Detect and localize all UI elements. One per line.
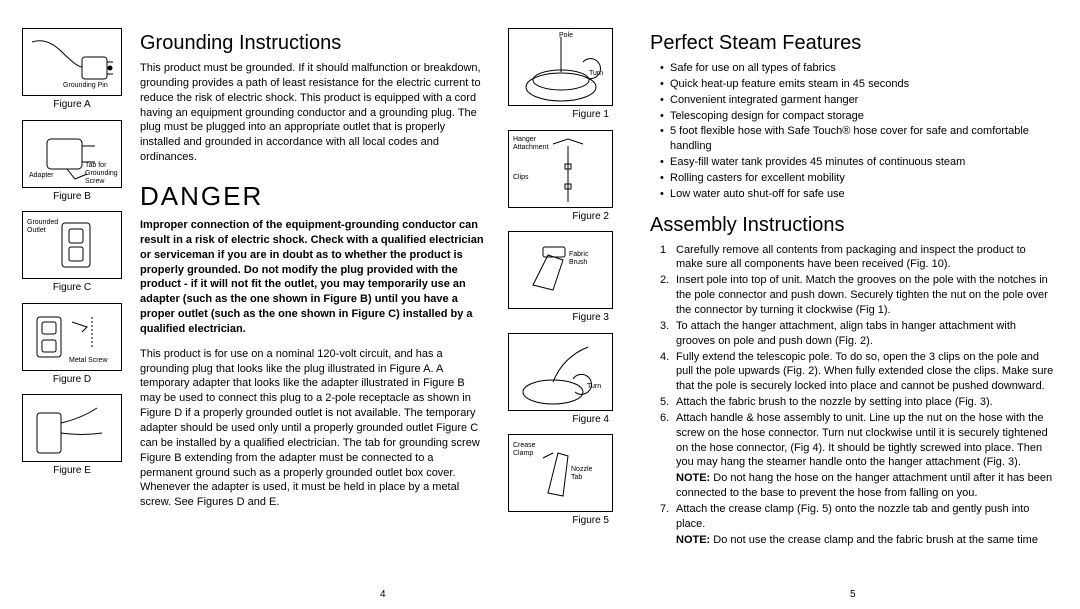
label-outlet: Outlet <box>27 226 46 235</box>
base-pole-icon <box>513 32 608 102</box>
figure-2-caption: Figure 2 <box>508 210 613 224</box>
feature-item: Rolling casters for excellent mobility <box>660 171 1055 186</box>
right-text-column: Perfect Steam Features Safe for use on a… <box>640 0 1080 609</box>
assembly-step: 7.Attach the crease clamp (Fig. 5) onto … <box>660 502 1055 532</box>
assembly-step: 6.Attach handle & hose assembly to unit.… <box>660 411 1055 470</box>
feature-item: Telescoping design for compact storage <box>660 109 1055 124</box>
features-title: Perfect Steam Features <box>650 30 1055 57</box>
brush-nozzle-icon <box>513 235 608 305</box>
figure-5-box: Crease Clamp Nozzle Tab <box>508 434 613 512</box>
danger-bold: Improper connection of the equipment-gro… <box>140 218 485 337</box>
grounding-p1: This product must be grounded. If it sho… <box>140 61 485 165</box>
label-turn1: Turn <box>589 69 603 78</box>
assembly-step: 5.Attach the fabric brush to the nozzle … <box>660 395 1055 410</box>
figure-c-box: Grounded Outlet <box>22 211 122 279</box>
danger-title: DANGER <box>140 179 485 214</box>
feature-item: Easy-fill water tank provides 45 minutes… <box>660 155 1055 170</box>
features-list: Safe for use on all types of fabrics Qui… <box>650 61 1055 202</box>
feature-item: Quick heat-up feature emits steam in 45 … <box>660 77 1055 92</box>
figure-d-box: Metal Screw <box>22 303 122 371</box>
assembly-note: NOTE: Do not hang the hose on the hanger… <box>660 471 1055 501</box>
label-metalscrew: Metal Screw <box>69 356 108 365</box>
figure-b-box: Adapter Tab for Grounding Screw <box>22 120 122 188</box>
assembly-title: Assembly Instructions <box>650 212 1055 239</box>
label-pole: Pole <box>559 31 573 40</box>
mid-figure-column: Pole Turn Figure 1 Hanger Attachment Cli… <box>500 0 640 609</box>
figure-a-box: Grounding Pin <box>22 28 122 96</box>
figure-e-caption: Figure E <box>22 464 122 478</box>
feature-item: 5 foot flexible hose with Safe Touch® ho… <box>660 124 1055 154</box>
label-grounding-pin: Grounding Pin <box>63 81 108 90</box>
label-clamp: Clamp <box>513 449 533 458</box>
label-clips: Clips <box>513 173 529 182</box>
figure-d-caption: Figure D <box>22 373 122 387</box>
page-number-left: 4 <box>380 588 386 602</box>
assembly-list: 1Carefully remove all contents from pack… <box>650 243 1055 548</box>
figure-1-caption: Figure 1 <box>508 108 613 122</box>
figure-1-box: Pole Turn <box>508 28 613 106</box>
hose-base-icon <box>513 337 608 407</box>
figure-3-box: Fabric Brush <box>508 231 613 309</box>
assembly-step: 3.To attach the hanger attachment, align… <box>660 319 1055 349</box>
danger-p2: This product is for use on a nominal 120… <box>140 347 485 510</box>
feature-item: Convenient integrated garment hanger <box>660 93 1055 108</box>
grounding-title: Grounding Instructions <box>140 30 485 57</box>
label-brush: Brush <box>569 258 587 267</box>
figure-e-box <box>22 394 122 462</box>
figure-3-caption: Figure 3 <box>508 311 613 325</box>
outlet-plug-icon <box>27 398 117 458</box>
left-text-column: Grounding Instructions This product must… <box>130 0 500 609</box>
label-adapter: Adapter <box>29 171 54 180</box>
figure-4-caption: Figure 4 <box>508 413 613 427</box>
figure-2-box: Hanger Attachment Clips <box>508 130 613 208</box>
label-screw: Screw <box>85 177 104 186</box>
figure-4-box: Turn <box>508 333 613 411</box>
assembly-step: 1Carefully remove all contents from pack… <box>660 243 1055 273</box>
figure-b-caption: Figure B <box>22 190 122 204</box>
label-tab: Tab <box>571 473 582 482</box>
feature-item: Safe for use on all types of fabrics <box>660 61 1055 76</box>
label-turn4: Turn <box>587 382 601 391</box>
left-figure-column: Grounding Pin Figure A Adapter Tab for G… <box>0 0 130 609</box>
assembly-note: NOTE: Do not use the crease clamp and th… <box>660 533 1055 548</box>
assembly-step: 2.Insert pole into top of unit. Match th… <box>660 273 1055 318</box>
figure-c-caption: Figure C <box>22 281 122 295</box>
feature-item: Low water auto shut-off for safe use <box>660 187 1055 202</box>
figure-5-caption: Figure 5 <box>508 514 613 528</box>
label-attach: Attachment <box>513 143 548 152</box>
assembly-step: 4.Fully extend the telescopic pole. To d… <box>660 350 1055 395</box>
figure-a-caption: Figure A <box>22 98 122 112</box>
page-number-right: 5 <box>850 588 856 602</box>
